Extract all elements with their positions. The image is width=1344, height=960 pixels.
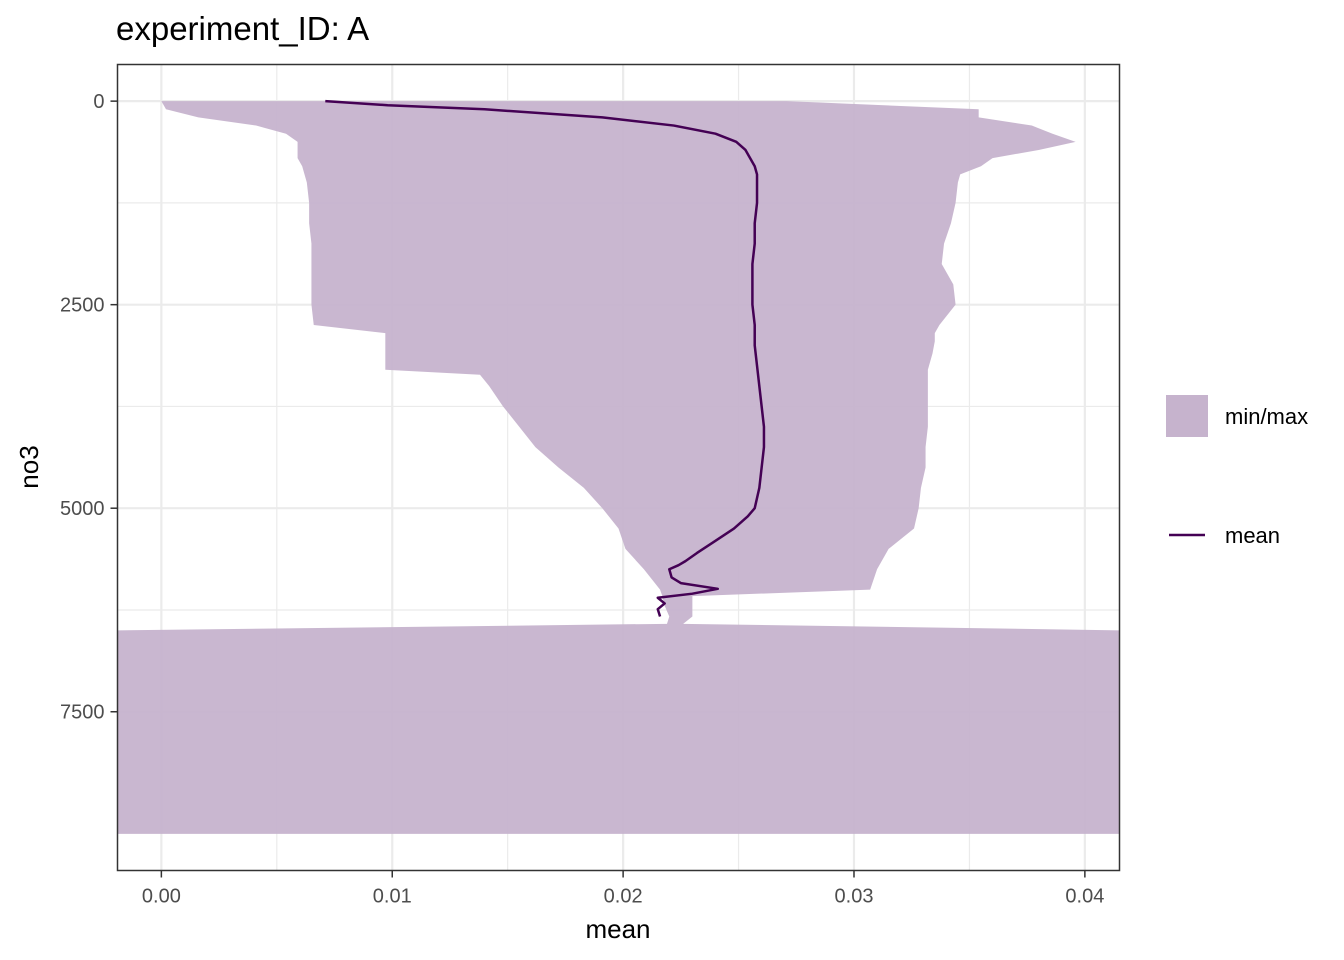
legend: min/max mean <box>1166 395 1308 548</box>
chart-title: experiment_ID: A <box>116 10 369 47</box>
y-tick-label: 7500 <box>60 702 105 724</box>
x-tick-label: 0.00 <box>142 886 181 908</box>
y-tick-label: 0 <box>93 91 104 113</box>
legend-key-min-max <box>1166 395 1208 437</box>
mean-line <box>325 99 766 617</box>
legend-label-min-max: min/max <box>1225 404 1308 429</box>
x-axis: 0.00 0.01 0.02 0.03 0.04 <box>142 870 1104 908</box>
y-tick-label: 5000 <box>60 498 105 520</box>
x-axis-title: mean <box>585 914 650 944</box>
y-axis-title: no3 <box>14 445 44 488</box>
min-max-ribbon <box>117 101 1120 834</box>
y-axis: 0 2500 5000 7500 <box>60 91 118 724</box>
x-tick-label: 0.03 <box>835 886 874 908</box>
panel-border <box>116 63 1121 872</box>
x-tick-label: 0.01 <box>373 886 412 908</box>
legend-label-mean: mean <box>1225 523 1280 548</box>
y-tick-label: 2500 <box>60 295 105 317</box>
mean-line-layer <box>325 99 766 617</box>
x-tick-label: 0.04 <box>1065 886 1104 908</box>
ribbon-layer <box>117 101 1120 834</box>
x-tick-label: 0.02 <box>604 886 643 908</box>
